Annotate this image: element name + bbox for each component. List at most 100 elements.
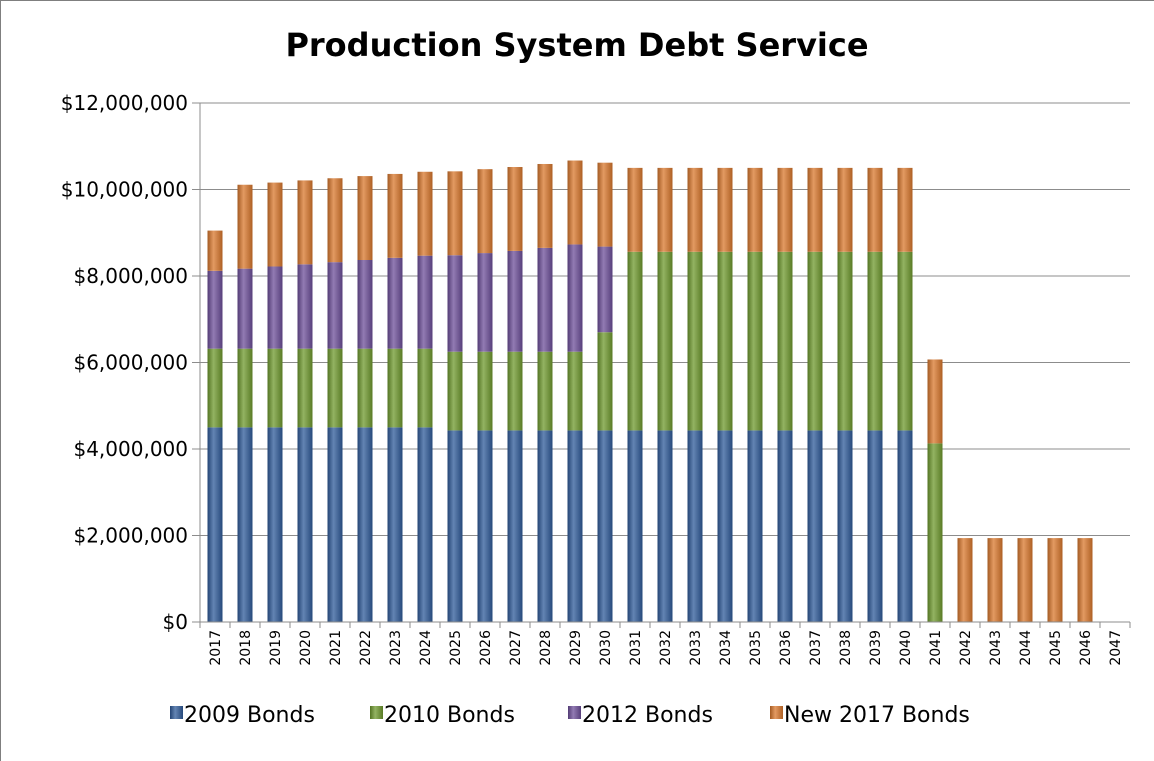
x-tick-label: 2020 <box>298 630 314 666</box>
bar-segment <box>297 180 313 265</box>
bar-segment <box>447 255 463 352</box>
x-tick-label: 2021 <box>328 630 344 666</box>
bar-segment <box>477 430 493 622</box>
bar-segment <box>567 430 583 622</box>
x-tick-label: 2032 <box>658 630 674 666</box>
bar-segment <box>417 171 433 256</box>
bar-segment <box>477 253 493 352</box>
bar-segment <box>867 430 883 622</box>
bar-segment <box>597 430 613 622</box>
x-tick-label: 2022 <box>358 630 374 666</box>
bar-segment <box>777 430 793 622</box>
bar-segment <box>537 247 553 352</box>
y-tick-label: $10,000,000 <box>61 178 188 202</box>
x-tick-label: 2042 <box>958 630 974 666</box>
legend-label: 2012 Bonds <box>582 703 713 728</box>
bar-segment <box>1017 538 1033 622</box>
bar-segment <box>927 359 943 444</box>
x-tick-label: 2039 <box>868 630 884 666</box>
bar-segment <box>207 427 223 622</box>
bar-segment <box>837 167 853 252</box>
y-tick-label: $2,000,000 <box>73 524 188 548</box>
chart-title: Production System Debt Service <box>285 26 869 64</box>
y-tick-label: $0 <box>163 610 188 634</box>
x-tick-label: 2023 <box>388 630 404 666</box>
x-tick-label: 2017 <box>208 630 224 666</box>
bar-segment <box>327 178 343 263</box>
bar-segment <box>717 167 733 252</box>
bar-segment <box>417 255 433 349</box>
bar-segment <box>297 427 313 622</box>
legend-swatch <box>770 706 783 719</box>
x-tick-label: 2027 <box>508 630 524 666</box>
bar-segment <box>597 332 613 431</box>
legend: 2009 Bonds 2010 Bonds 2012 Bonds New 2017 B… <box>170 703 970 728</box>
x-tick-label: 2037 <box>808 630 824 666</box>
x-tick-label: 2033 <box>688 630 704 666</box>
y-tick-label: $12,000,000 <box>61 91 188 115</box>
bar-segment <box>1077 538 1093 622</box>
x-tick-label: 2034 <box>718 630 734 666</box>
bar-segment <box>567 244 583 352</box>
bar-segment <box>477 169 493 254</box>
legend-swatch <box>370 706 383 719</box>
x-tick-label: 2031 <box>628 630 644 666</box>
bar-segment <box>687 251 703 431</box>
axes <box>199 103 1131 628</box>
bar-segment <box>657 430 673 622</box>
x-tick-label: 2046 <box>1078 630 1094 666</box>
bar-segment <box>897 430 913 622</box>
x-tick-label: 2038 <box>838 630 854 666</box>
bar-segment <box>357 348 373 428</box>
bar-segment <box>237 427 253 622</box>
bar-segment <box>747 430 763 622</box>
bar-segment <box>267 427 283 622</box>
bar-segment <box>447 171 463 256</box>
bar-segment <box>237 184 253 269</box>
bar-segment <box>357 259 373 349</box>
bar-segment <box>327 348 343 428</box>
legend-label: 2009 Bonds <box>184 703 315 728</box>
x-tick-label: 2025 <box>448 630 464 666</box>
bar-segment <box>507 167 523 251</box>
bar-segment <box>357 176 373 260</box>
bar-segment <box>627 251 643 431</box>
x-tick-label: 2041 <box>928 630 944 666</box>
bar-segment <box>567 160 583 245</box>
bar-segment <box>447 430 463 622</box>
x-tick-label: 2030 <box>598 630 614 666</box>
bar-segment <box>717 430 733 622</box>
bar-segment <box>687 430 703 622</box>
bar-segment <box>657 251 673 431</box>
bar-segment <box>267 266 283 349</box>
bar-segment <box>867 167 883 252</box>
bar-segment <box>627 167 643 252</box>
bar-segment <box>387 173 403 258</box>
bar-segment <box>897 251 913 431</box>
bar-segment <box>807 251 823 431</box>
x-tick-label: 2045 <box>1048 630 1064 666</box>
bar-segment <box>417 427 433 622</box>
bar-segment <box>747 167 763 252</box>
y-tick-label: $6,000,000 <box>73 351 188 375</box>
bar-segment <box>597 162 613 247</box>
bar-segment <box>987 538 1003 622</box>
bar-segment <box>717 251 733 431</box>
bar-segment <box>267 348 283 428</box>
x-tick-label: 2026 <box>478 630 494 666</box>
bar-segment <box>597 246 613 333</box>
bar-segment <box>687 167 703 252</box>
bar-segment <box>207 270 223 349</box>
bar-segment <box>507 430 523 622</box>
bar-segment <box>297 264 313 349</box>
bar-segment <box>237 268 253 349</box>
y-tick-label: $8,000,000 <box>73 264 188 288</box>
bar-segment <box>537 163 553 248</box>
x-tick-label: 2029 <box>568 630 584 666</box>
bar-segment <box>357 427 373 622</box>
bar-segment <box>657 167 673 252</box>
bar-segment <box>477 351 493 431</box>
x-tick-label: 2036 <box>778 630 794 666</box>
bar-segment <box>957 538 973 622</box>
